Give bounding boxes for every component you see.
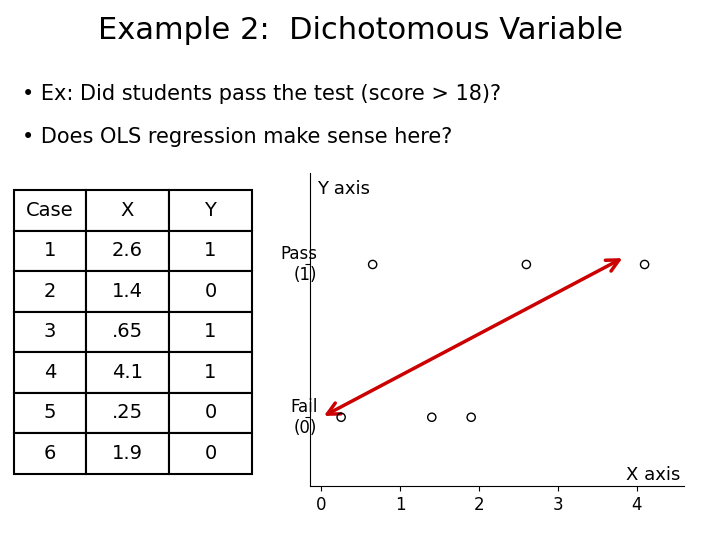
Point xyxy=(465,413,477,422)
Text: Example 2:  Dichotomous Variable: Example 2: Dichotomous Variable xyxy=(97,16,623,45)
Text: Pass
(1): Pass (1) xyxy=(281,245,318,284)
Text: • Does OLS regression make sense here?: • Does OLS regression make sense here? xyxy=(22,127,452,147)
Text: Fail
(0): Fail (0) xyxy=(290,398,318,437)
Point xyxy=(521,260,532,269)
Text: • Ex: Did students pass the test (score > 18)?: • Ex: Did students pass the test (score … xyxy=(22,84,500,104)
Point xyxy=(426,413,438,422)
Text: Y axis: Y axis xyxy=(318,180,371,198)
Point xyxy=(367,260,379,269)
Point xyxy=(639,260,650,269)
Point xyxy=(336,413,347,422)
Text: X axis: X axis xyxy=(626,467,680,484)
